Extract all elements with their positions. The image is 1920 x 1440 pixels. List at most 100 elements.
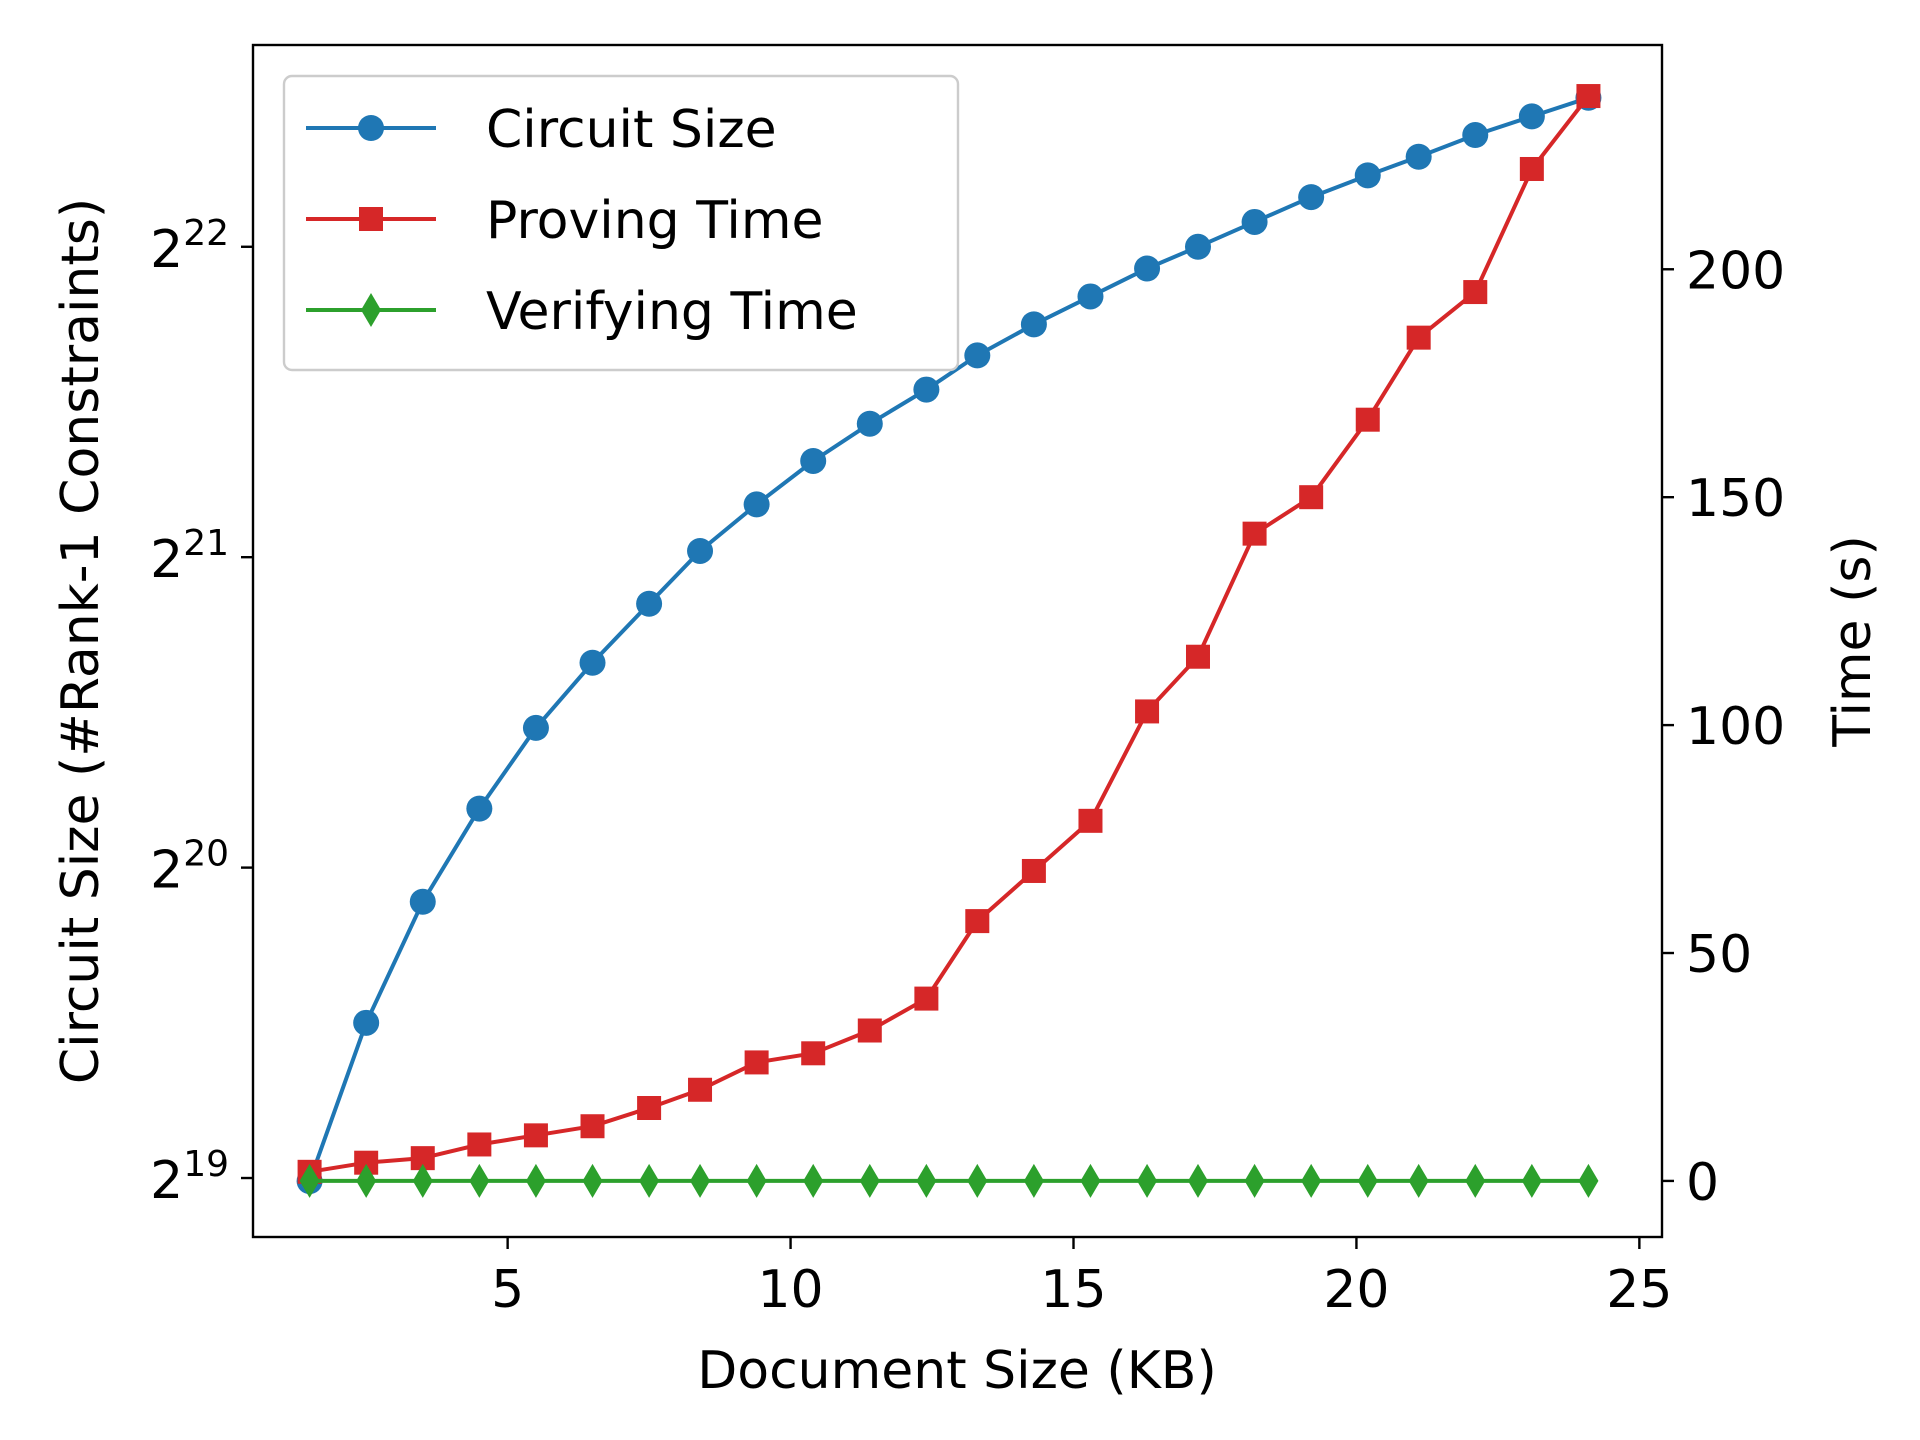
legend: Circuit Size Proving Time Verifying Time — [282, 74, 960, 372]
circuit-size-point — [579, 649, 606, 676]
left-y-tick-label: 219 — [150, 1144, 229, 1211]
legend-label: Proving Time — [486, 191, 823, 251]
verifying-time-point — [803, 1163, 824, 1198]
proving-time-point — [1355, 407, 1380, 432]
proving-time-point — [580, 1114, 605, 1139]
circuit-size-point — [1462, 122, 1489, 149]
verifying-time-point — [1408, 1163, 1429, 1198]
proving-time-point — [965, 909, 990, 934]
legend-box — [282, 74, 960, 372]
verifying-time-point — [525, 1163, 546, 1198]
circuit-size-point — [1518, 103, 1545, 130]
verifying-time-point — [916, 1163, 937, 1198]
verifying-time-point — [1137, 1163, 1158, 1198]
legend-item-proving-time: Proving Time — [306, 191, 823, 251]
proving-time-point — [1078, 808, 1103, 833]
proving-time-point — [1021, 858, 1046, 883]
verifying-time-point — [1521, 1163, 1542, 1198]
x-axis-ticks: 5 10 15 20 25 — [491, 1237, 1672, 1320]
right-y-tick-label: 150 — [1686, 469, 1785, 529]
circuit-size-point — [1134, 255, 1161, 282]
left-y-tick-label: 221 — [150, 523, 229, 590]
verifying-time-point — [746, 1163, 767, 1198]
proving-time-point — [1576, 84, 1601, 109]
verifying-time-point — [299, 1163, 320, 1198]
legend-swatch-marker — [361, 293, 381, 327]
circuit-size-point — [1298, 184, 1325, 211]
proving-time-point — [523, 1123, 548, 1148]
verifying-time-point — [1023, 1163, 1044, 1198]
legend-swatch-marker — [358, 115, 384, 141]
circuit-size-point — [856, 410, 883, 437]
left-y-axis-ticks: 219 220 221 222 — [150, 213, 253, 1211]
legend-label: Circuit Size — [486, 100, 777, 160]
series-verifying-time — [299, 1163, 1599, 1198]
series-proving-time — [297, 84, 1601, 1184]
circuit-size-point — [1354, 162, 1381, 189]
verifying-time-point — [859, 1163, 880, 1198]
left-y-axis-label: Circuit Size (#Rank-1 Constraints) — [51, 198, 111, 1084]
series-circuit-size — [296, 84, 1602, 1195]
circuit-size-point — [522, 714, 549, 741]
circuit-size-point — [964, 342, 991, 369]
proving-time-point — [467, 1132, 492, 1157]
left-y-tick-label: 220 — [150, 834, 229, 901]
right-y-tick-label: 50 — [1686, 925, 1752, 985]
plot-area — [251, 43, 1664, 1239]
proving-time-point — [857, 1018, 882, 1043]
right-y-axis-ticks: 0 50 100 150 200 — [1662, 241, 1785, 1213]
verifying-time-point — [1465, 1163, 1486, 1198]
verifying-time-point — [1578, 1163, 1599, 1198]
verifying-time-point — [1301, 1163, 1322, 1198]
circuit-size-point — [1020, 311, 1047, 338]
right-y-tick-label: 100 — [1686, 697, 1785, 757]
verifying-time-point — [1244, 1163, 1265, 1198]
right-y-tick-label: 200 — [1686, 241, 1785, 301]
x-axis-label: Document Size (KB) — [697, 1341, 1217, 1401]
verifying-time-point — [412, 1163, 433, 1198]
verifying-time-point — [356, 1163, 377, 1198]
x-tick-label: 10 — [757, 1260, 823, 1320]
x-tick-label: 25 — [1606, 1260, 1672, 1320]
left-y-tick-label: 222 — [150, 213, 229, 280]
proving-time-point — [1135, 699, 1160, 724]
circuit-size-point — [1184, 233, 1211, 260]
verifying-time-point — [1357, 1163, 1378, 1198]
proving-time-point — [1406, 325, 1431, 350]
legend-item-circuit-size: Circuit Size — [306, 100, 777, 160]
circuit-size-point — [743, 491, 770, 518]
circuit-size-point — [1405, 143, 1432, 170]
circuit-size-point — [636, 590, 663, 617]
verifying-time-point — [639, 1163, 660, 1198]
circuit-size-point — [800, 447, 827, 474]
proving-time-point — [1185, 644, 1210, 669]
series-layer — [296, 84, 1602, 1198]
circuit-size-point — [687, 537, 714, 564]
proving-time-point — [1242, 521, 1267, 546]
x-tick-label: 15 — [1040, 1260, 1106, 1320]
circuit-size-point — [353, 1009, 380, 1036]
circuit-size-point — [1077, 283, 1104, 310]
proving-time-point — [1299, 485, 1324, 510]
x-tick-label: 5 — [491, 1260, 524, 1320]
legend-label: Verifying Time — [486, 282, 858, 342]
circuit-size-point — [1241, 208, 1268, 235]
proving-time-point — [1463, 280, 1488, 305]
verifying-time-point — [1187, 1163, 1208, 1198]
right-y-tick-label: 0 — [1686, 1153, 1719, 1213]
verifying-time-point — [582, 1163, 603, 1198]
circuit-size-point — [913, 376, 940, 403]
right-y-axis-label: Time (s) — [1823, 535, 1883, 747]
verifying-time-point — [967, 1163, 988, 1198]
verifying-time-point — [690, 1163, 711, 1198]
proving-time-point — [914, 986, 939, 1011]
proving-time-point — [1519, 156, 1544, 181]
proving-time-point — [637, 1095, 662, 1120]
legend-swatch-marker — [359, 207, 383, 231]
x-tick-label: 20 — [1323, 1260, 1389, 1320]
legend-item-verifying-time: Verifying Time — [306, 282, 858, 342]
proving-time-point — [801, 1041, 826, 1066]
proving-time-point — [688, 1077, 713, 1102]
proving-time-point — [744, 1050, 769, 1075]
